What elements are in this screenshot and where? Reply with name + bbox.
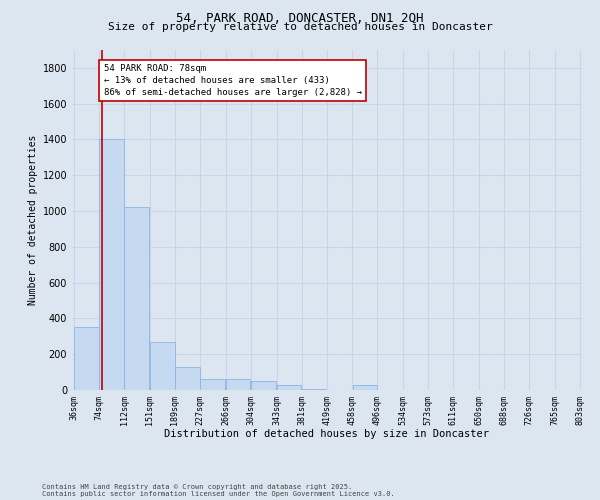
Bar	[124, 208, 149, 390]
Bar	[200, 380, 225, 390]
Bar	[251, 381, 275, 390]
Bar	[277, 384, 301, 390]
Text: Contains public sector information licensed under the Open Government Licence v3: Contains public sector information licen…	[42, 491, 395, 497]
Y-axis label: Number of detached properties: Number of detached properties	[28, 135, 38, 305]
Bar	[175, 366, 200, 390]
Bar	[150, 342, 175, 390]
Text: Size of property relative to detached houses in Doncaster: Size of property relative to detached ho…	[107, 22, 493, 32]
X-axis label: Distribution of detached houses by size in Doncaster: Distribution of detached houses by size …	[164, 429, 490, 439]
Text: 54, PARK ROAD, DONCASTER, DN1 2QH: 54, PARK ROAD, DONCASTER, DN1 2QH	[176, 12, 424, 26]
Text: 54 PARK ROAD: 78sqm
← 13% of detached houses are smaller (433)
86% of semi-detac: 54 PARK ROAD: 78sqm ← 13% of detached ho…	[104, 64, 362, 97]
Bar	[100, 140, 124, 390]
Text: Contains HM Land Registry data © Crown copyright and database right 2025.: Contains HM Land Registry data © Crown c…	[42, 484, 352, 490]
Bar	[74, 328, 99, 390]
Bar	[353, 384, 377, 390]
Bar	[302, 389, 326, 390]
Bar	[226, 380, 250, 390]
